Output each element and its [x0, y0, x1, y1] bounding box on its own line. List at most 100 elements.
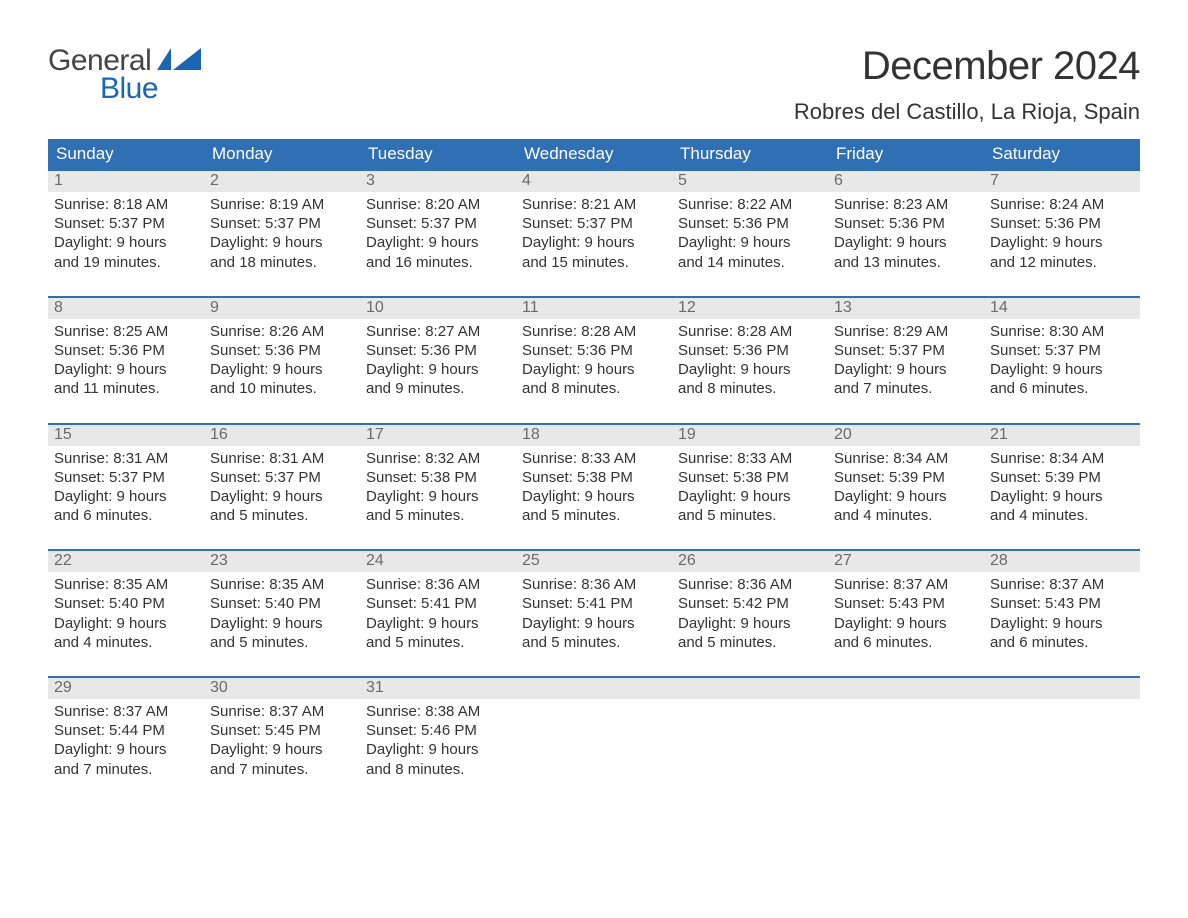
day-number: 22 — [48, 551, 204, 572]
sunrise-line: Sunrise: 8:33 AM — [678, 449, 822, 468]
sunset-line: Sunset: 5:42 PM — [678, 594, 822, 613]
weekday-header-row: Sunday Monday Tuesday Wednesday Thursday… — [48, 139, 1140, 169]
daylight-line-2: and 15 minutes. — [522, 253, 666, 272]
day-cell: 20Sunrise: 8:34 AMSunset: 5:39 PMDayligh… — [828, 425, 984, 530]
sunset-line: Sunset: 5:39 PM — [990, 468, 1134, 487]
sunset-line: Sunset: 5:38 PM — [678, 468, 822, 487]
sunrise-line: Sunrise: 8:35 AM — [54, 575, 198, 594]
sunrise-line: Sunrise: 8:30 AM — [990, 322, 1134, 341]
sunrise-line: Sunrise: 8:37 AM — [990, 575, 1134, 594]
sunrise-line: Sunrise: 8:26 AM — [210, 322, 354, 341]
daylight-line-1: Daylight: 9 hours — [834, 614, 978, 633]
day-content: Sunrise: 8:24 AMSunset: 5:36 PMDaylight:… — [984, 192, 1140, 276]
daylight-line-2: and 5 minutes. — [678, 633, 822, 652]
sunrise-line: Sunrise: 8:34 AM — [834, 449, 978, 468]
daylight-line-2: and 14 minutes. — [678, 253, 822, 272]
week-row: 29Sunrise: 8:37 AMSunset: 5:44 PMDayligh… — [48, 676, 1140, 783]
daylight-line-2: and 7 minutes. — [210, 760, 354, 779]
sunrise-line: Sunrise: 8:37 AM — [834, 575, 978, 594]
sunrise-line: Sunrise: 8:32 AM — [366, 449, 510, 468]
sunset-line: Sunset: 5:44 PM — [54, 721, 198, 740]
sunset-line: Sunset: 5:36 PM — [54, 341, 198, 360]
day-number: 5 — [672, 171, 828, 192]
daylight-line-2: and 6 minutes. — [990, 633, 1134, 652]
logo: General Blue — [48, 44, 201, 106]
sunrise-line: Sunrise: 8:18 AM — [54, 195, 198, 214]
day-number: 4 — [516, 171, 672, 192]
day-number: 3 — [360, 171, 516, 192]
daylight-line-2: and 5 minutes. — [210, 633, 354, 652]
sunrise-line: Sunrise: 8:22 AM — [678, 195, 822, 214]
sunrise-line: Sunrise: 8:33 AM — [522, 449, 666, 468]
day-number: 8 — [48, 298, 204, 319]
day-cell: 13Sunrise: 8:29 AMSunset: 5:37 PMDayligh… — [828, 298, 984, 403]
day-content: Sunrise: 8:26 AMSunset: 5:36 PMDaylight:… — [204, 319, 360, 403]
day-number: 30 — [204, 678, 360, 699]
daylight-line-1: Daylight: 9 hours — [522, 614, 666, 633]
sunset-line: Sunset: 5:36 PM — [678, 341, 822, 360]
sunset-line: Sunset: 5:37 PM — [54, 214, 198, 233]
day-content: Sunrise: 8:34 AMSunset: 5:39 PMDaylight:… — [984, 446, 1140, 530]
sunrise-line: Sunrise: 8:19 AM — [210, 195, 354, 214]
daylight-line-2: and 6 minutes. — [834, 633, 978, 652]
daylight-line-1: Daylight: 9 hours — [54, 487, 198, 506]
day-cell: 22Sunrise: 8:35 AMSunset: 5:40 PMDayligh… — [48, 551, 204, 656]
day-number: 13 — [828, 298, 984, 319]
weekday-header: Thursday — [672, 139, 828, 169]
sunset-line: Sunset: 5:37 PM — [210, 214, 354, 233]
day-cell: 14Sunrise: 8:30 AMSunset: 5:37 PMDayligh… — [984, 298, 1140, 403]
day-content: Sunrise: 8:20 AMSunset: 5:37 PMDaylight:… — [360, 192, 516, 276]
sunset-line: Sunset: 5:36 PM — [366, 341, 510, 360]
day-cell: 17Sunrise: 8:32 AMSunset: 5:38 PMDayligh… — [360, 425, 516, 530]
day-cell: 15Sunrise: 8:31 AMSunset: 5:37 PMDayligh… — [48, 425, 204, 530]
sunset-line: Sunset: 5:41 PM — [522, 594, 666, 613]
daylight-line-1: Daylight: 9 hours — [678, 360, 822, 379]
sunset-line: Sunset: 5:36 PM — [678, 214, 822, 233]
sunrise-line: Sunrise: 8:20 AM — [366, 195, 510, 214]
daylight-line-1: Daylight: 9 hours — [210, 360, 354, 379]
daylight-line-1: Daylight: 9 hours — [366, 360, 510, 379]
day-cell: 21Sunrise: 8:34 AMSunset: 5:39 PMDayligh… — [984, 425, 1140, 530]
daylight-line-2: and 19 minutes. — [54, 253, 198, 272]
day-cell: 3Sunrise: 8:20 AMSunset: 5:37 PMDaylight… — [360, 171, 516, 276]
day-content: Sunrise: 8:31 AMSunset: 5:37 PMDaylight:… — [204, 446, 360, 530]
daylight-line-1: Daylight: 9 hours — [210, 487, 354, 506]
day-cell: 24Sunrise: 8:36 AMSunset: 5:41 PMDayligh… — [360, 551, 516, 656]
daylight-line-1: Daylight: 9 hours — [990, 360, 1134, 379]
weekday-header: Friday — [828, 139, 984, 169]
daylight-line-1: Daylight: 9 hours — [366, 233, 510, 252]
sunrise-line: Sunrise: 8:31 AM — [54, 449, 198, 468]
sunset-line: Sunset: 5:40 PM — [54, 594, 198, 613]
day-cell: 19Sunrise: 8:33 AMSunset: 5:38 PMDayligh… — [672, 425, 828, 530]
daylight-line-1: Daylight: 9 hours — [834, 487, 978, 506]
day-number: 26 — [672, 551, 828, 572]
day-number: 29 — [48, 678, 204, 699]
day-cell: 8Sunrise: 8:25 AMSunset: 5:36 PMDaylight… — [48, 298, 204, 403]
daylight-line-2: and 9 minutes. — [366, 379, 510, 398]
day-cell: 31Sunrise: 8:38 AMSunset: 5:46 PMDayligh… — [360, 678, 516, 783]
day-cell: 23Sunrise: 8:35 AMSunset: 5:40 PMDayligh… — [204, 551, 360, 656]
sunrise-line: Sunrise: 8:36 AM — [678, 575, 822, 594]
day-number: 28 — [984, 551, 1140, 572]
day-cell: 1Sunrise: 8:18 AMSunset: 5:37 PMDaylight… — [48, 171, 204, 276]
sunset-line: Sunset: 5:36 PM — [522, 341, 666, 360]
day-number: 6 — [828, 171, 984, 192]
daylight-line-1: Daylight: 9 hours — [210, 614, 354, 633]
daylight-line-2: and 5 minutes. — [678, 506, 822, 525]
daylight-line-1: Daylight: 9 hours — [210, 233, 354, 252]
logo-word-blue: Blue — [100, 72, 158, 106]
day-number: 24 — [360, 551, 516, 572]
day-number: 25 — [516, 551, 672, 572]
sunset-line: Sunset: 5:37 PM — [366, 214, 510, 233]
day-content: Sunrise: 8:36 AMSunset: 5:42 PMDaylight:… — [672, 572, 828, 656]
daylight-line-2: and 4 minutes. — [990, 506, 1134, 525]
day-number: 2 — [204, 171, 360, 192]
day-number: 1 — [48, 171, 204, 192]
day-number: 9 — [204, 298, 360, 319]
day-number: 20 — [828, 425, 984, 446]
daylight-line-1: Daylight: 9 hours — [366, 614, 510, 633]
weekday-header: Wednesday — [516, 139, 672, 169]
sunset-line: Sunset: 5:43 PM — [990, 594, 1134, 613]
day-number: 10 — [360, 298, 516, 319]
month-title: December 2024 — [794, 44, 1140, 89]
